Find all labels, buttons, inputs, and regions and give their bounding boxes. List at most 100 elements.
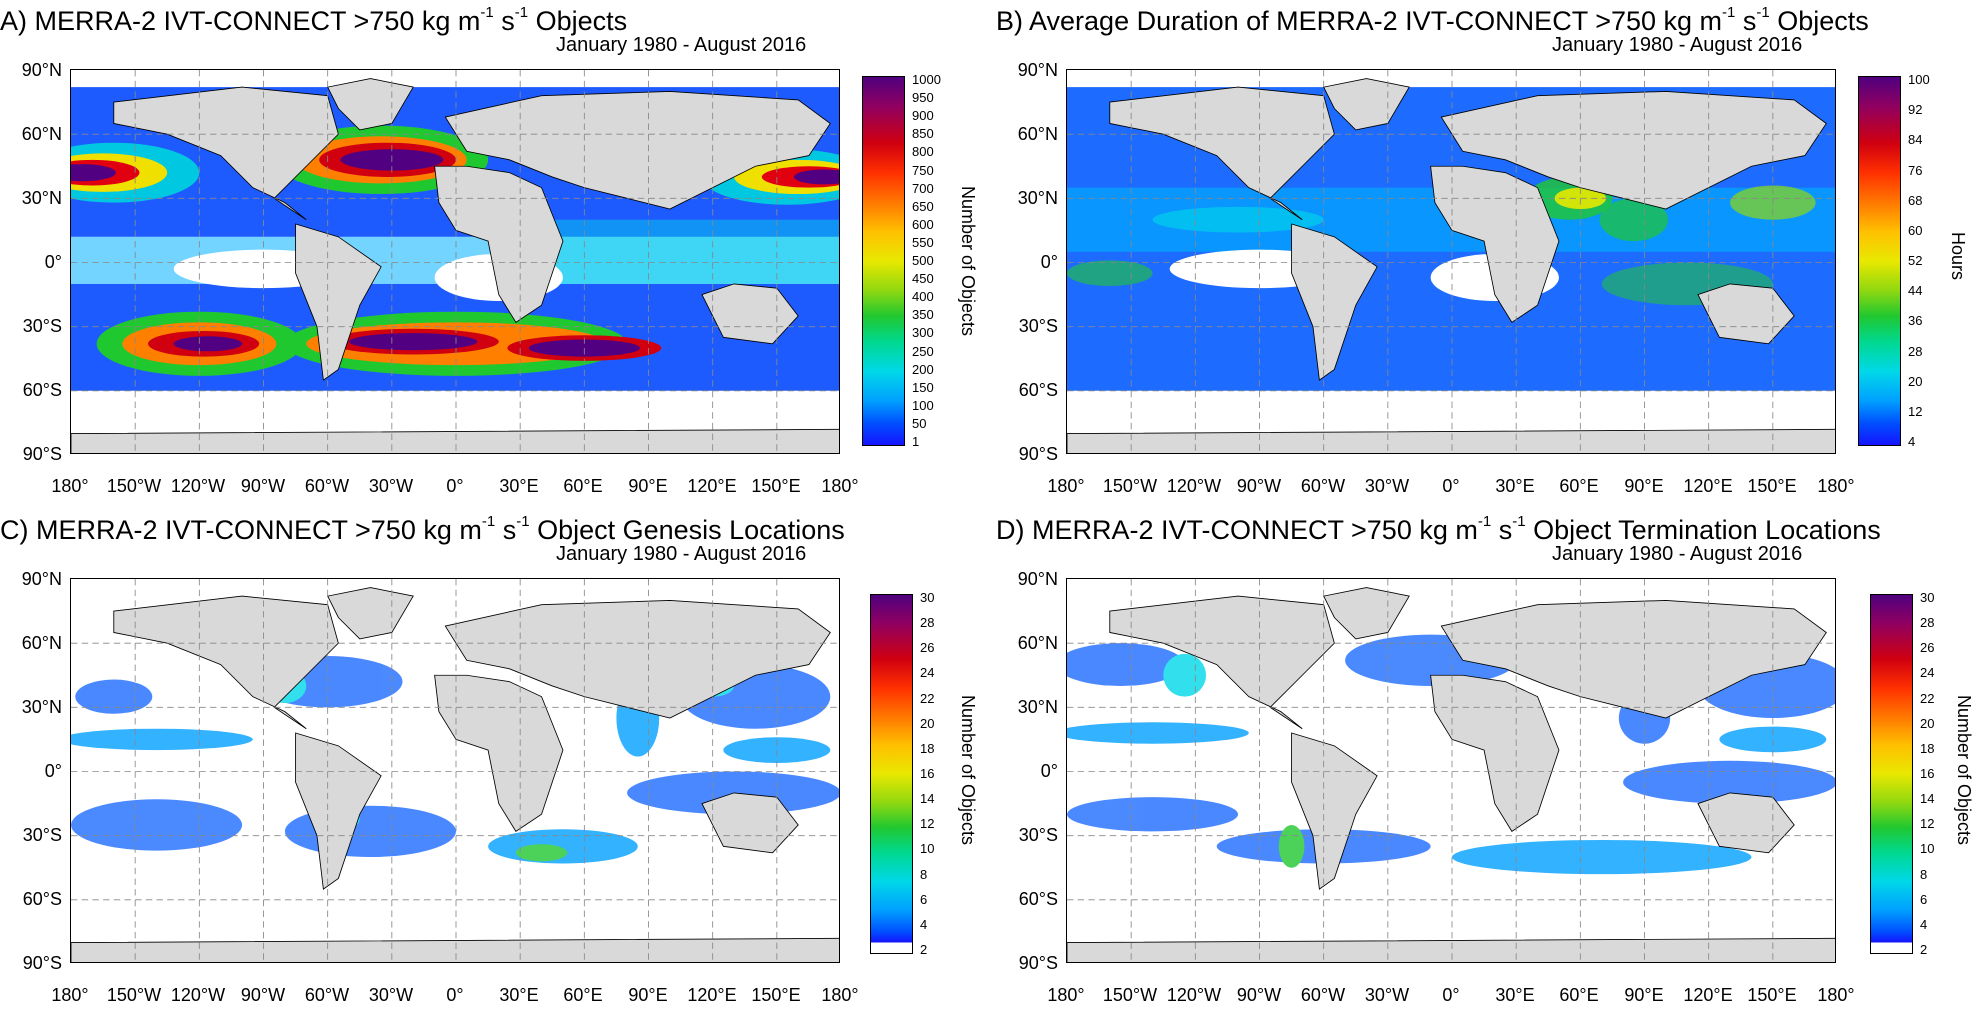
- panel-d-colorbar: [1870, 594, 1913, 954]
- colorbar-tick-label: 16: [1920, 766, 1935, 781]
- colorbar-tick-label: 30: [1920, 590, 1935, 605]
- colorbar-tick-label: 450: [912, 271, 934, 287]
- colorbar-tick-label: 12: [920, 816, 935, 832]
- lat-label: 30°S: [22, 825, 62, 845]
- colorbar-tick-label: 4: [920, 916, 928, 932]
- lon-label: 150°E: [1747, 985, 1797, 1005]
- lon-label: 180°: [1047, 985, 1085, 1005]
- panel-c-colorbar-title: Number of Objects: [958, 695, 978, 846]
- colorbar-tick-label: 950: [912, 90, 934, 106]
- colorbar-tick-label: 60: [1908, 222, 1923, 238]
- lon-label: 180°: [1047, 476, 1085, 496]
- colorbar-tick-label: 52: [1908, 253, 1923, 268]
- panel-c-map: [70, 578, 840, 963]
- colorbar-tick-label: 550: [912, 234, 934, 250]
- lon-label: 120°E: [1683, 985, 1733, 1005]
- lon-label: 90°W: [240, 476, 286, 496]
- colorbar-tick-label: 10: [1920, 841, 1935, 857]
- lat-label: 90°N: [1017, 60, 1058, 80]
- lon-label: 30°W: [368, 476, 414, 496]
- panel-d: D) MERRA-2 IVT-CONNECT >750 kg m-1 s-1 O…: [996, 509, 1972, 1017]
- colorbar-tick-label: 76: [1908, 162, 1923, 178]
- lat-label: 60°N: [21, 124, 62, 144]
- colorbar-tick-label: 200: [912, 361, 934, 377]
- panel-c-colorbar: [870, 594, 913, 954]
- panel-d-gridlines: [1067, 579, 1835, 962]
- lon-label: 150°W: [106, 985, 162, 1005]
- colorbar-tick-label: 68: [1908, 192, 1923, 208]
- colorbar-tick-label: 10: [920, 841, 935, 857]
- lon-label: 120°W: [1166, 985, 1222, 1005]
- colorbar-tick-label: 4: [1920, 916, 1928, 932]
- colorbar-tick-label: 28: [1920, 615, 1935, 631]
- colorbar-tick-label: 26: [920, 640, 935, 656]
- lon-label: 90°W: [1236, 476, 1282, 496]
- panel-a-colorbar-title: Number of Objects: [958, 186, 978, 337]
- panel-d-title: D) MERRA-2 IVT-CONNECT >750 kg m-1 s-1 O…: [996, 513, 1881, 545]
- colorbar-tick-label: 4: [1908, 434, 1916, 449]
- lon-label: 30°E: [1495, 985, 1535, 1005]
- lon-label: 30°E: [499, 476, 539, 496]
- lat-label: 30°S: [1018, 825, 1058, 845]
- colorbar-tick-label: 14: [1920, 791, 1935, 807]
- lat-label: 0°: [1040, 252, 1058, 272]
- lat-label: 30°N: [1017, 697, 1058, 717]
- panel-a: A) MERRA-2 IVT-CONNECT >750 kg m-1 s-1 O…: [0, 0, 986, 508]
- lon-label: 180°: [821, 476, 859, 496]
- panel-b-gridlines: [1067, 70, 1835, 453]
- lon-label: 120°E: [687, 476, 737, 496]
- panel-c-map-svg: [71, 579, 839, 962]
- lon-label: 150°E: [1747, 476, 1797, 496]
- colorbar-tick-label: 6: [920, 891, 928, 907]
- colorbar-tick-label: 18: [920, 740, 935, 756]
- lon-label: 120°W: [170, 985, 226, 1005]
- colorbar-tick-label: 92: [1908, 102, 1923, 118]
- colorbar-tick-label: 50: [912, 415, 927, 431]
- panel-a-title: A) MERRA-2 IVT-CONNECT >750 kg m-1 s-1 O…: [0, 4, 628, 36]
- colorbar-tick-label: 12: [1908, 403, 1923, 419]
- panel-b: B) Average Duration of MERRA-2 IVT-CONNE…: [996, 0, 1972, 508]
- colorbar-tick-label: 30: [920, 590, 935, 605]
- lon-label: 60°W: [1300, 476, 1346, 496]
- lat-label: 90°S: [1018, 953, 1058, 973]
- colorbar-tick-label: 24: [1920, 665, 1935, 681]
- colorbar-tick-label: 2: [1920, 942, 1928, 957]
- colorbar-tick-label: 20: [1920, 715, 1935, 731]
- lon-label: 30°W: [1364, 985, 1410, 1005]
- colorbar-tick-label: 900: [912, 108, 934, 124]
- lon-label: 0°: [1442, 476, 1460, 496]
- colorbar-tick-label: 650: [912, 198, 934, 214]
- colorbar-tick-label: 26: [1920, 640, 1935, 656]
- colorbar-tick-label: 44: [1908, 283, 1923, 299]
- colorbar-tick-label: 20: [920, 715, 935, 731]
- panel-a-map: [70, 69, 840, 454]
- lat-label: 60°N: [21, 633, 62, 653]
- lon-label: 30°E: [499, 985, 539, 1005]
- lon-label: 30°W: [368, 985, 414, 1005]
- colorbar-tick-label: 700: [912, 180, 934, 196]
- colorbar-tick-label: 750: [912, 162, 934, 178]
- colorbar-tick-label: 28: [920, 615, 935, 631]
- panel-b-period: January 1980 - August 2016: [1552, 34, 1803, 56]
- lon-label: 90°E: [1624, 476, 1664, 496]
- lat-label: 30°N: [21, 188, 62, 208]
- panel-b-title: B) Average Duration of MERRA-2 IVT-CONNE…: [996, 4, 1869, 36]
- colorbar-tick-label: 6: [1920, 891, 1928, 907]
- panel-d-colorbar-title: Number of Objects: [1954, 695, 1972, 846]
- lon-label: 90°E: [628, 985, 668, 1005]
- lon-label: 180°: [51, 985, 89, 1005]
- lat-label: 30°S: [22, 316, 62, 336]
- panel-c-period: January 1980 - August 2016: [556, 543, 807, 565]
- lon-label: 60°W: [1300, 985, 1346, 1005]
- lon-label: 150°E: [751, 476, 801, 496]
- lat-label: 60°N: [1017, 633, 1058, 653]
- lon-label: 0°: [446, 476, 464, 496]
- colorbar-tick-label: 600: [912, 216, 934, 232]
- colorbar-tick-label: 20: [1908, 373, 1923, 389]
- colorbar-tick-label: 100: [1908, 72, 1930, 87]
- panel-d-land: [1067, 587, 1835, 962]
- colorbar-tick-label: 250: [912, 343, 934, 359]
- panel-d-map: [1066, 578, 1836, 963]
- colorbar-tick-label: 1000: [912, 72, 941, 87]
- panel-c: C) MERRA-2 IVT-CONNECT >750 kg m-1 s-1 O…: [0, 509, 986, 1017]
